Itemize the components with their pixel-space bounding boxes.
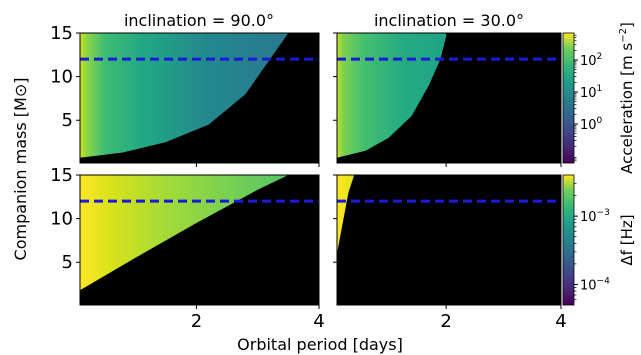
x-tick-label: 4 [555,311,566,332]
y-tick-label: 10 [50,67,73,88]
colorbar-label: Acceleration [m s−2] [618,22,636,174]
panel-frame [79,32,320,164]
heatmap-region-deltaf-i90 [80,175,289,291]
heatmap-region-acceleration-i30 [337,33,447,158]
panel-frame [336,174,562,306]
y-tick-label: 15 [50,165,73,186]
colorbar-tick-label: 101 [580,84,602,101]
y-axis-ticks: 5 10 15 5 10 15 [50,23,337,273]
y-tick-label: 5 [62,252,73,273]
panel-title-right: inclination = 30.0° [374,11,524,30]
panel-title-left: inclination = 90.0° [124,11,274,30]
heatmap-region-acceleration-i90 [80,33,289,158]
panel-bottom-left [79,174,320,306]
colorbar-tick-label: 102 [580,52,602,69]
colorbar-tick-label: 10−4 [580,276,610,293]
x-axis-ticks: 2 4 2 4 [191,163,567,332]
y-tick-label: 5 [62,110,73,131]
colorbar-tick-label: 10−3 [580,208,610,225]
colorbar-ticks: 100 101 102 [574,34,603,162]
colorbar-deltaf: 10−4 10−3 Δf [Hz] [562,174,636,306]
panel-top-right [336,32,562,164]
colorbar-ticks: 10−4 10−3 [574,183,610,300]
masked-region [337,175,561,305]
colorbar-tick-label: 100 [580,116,603,133]
x-tick-label: 2 [191,311,202,332]
x-tick-label: 2 [440,311,451,332]
y-axis-label: Companion mass [M⊙] [11,78,30,261]
x-axis-label: Orbital period [days] [237,335,403,354]
heatmap-region-deltaf-i30 [337,175,355,254]
panel-frame [79,174,320,306]
y-tick-label: 10 [50,209,73,230]
y-tick-label: 15 [50,23,73,44]
panel-top-left [79,32,320,164]
panel-bottom-right [336,174,562,306]
colorbar-acceleration: 100 101 102 Acceleration [m s−2] [562,22,636,174]
panel-frame [336,32,562,164]
x-tick-label: 4 [313,311,324,332]
colorbar-label: Δf [Hz] [618,214,636,265]
